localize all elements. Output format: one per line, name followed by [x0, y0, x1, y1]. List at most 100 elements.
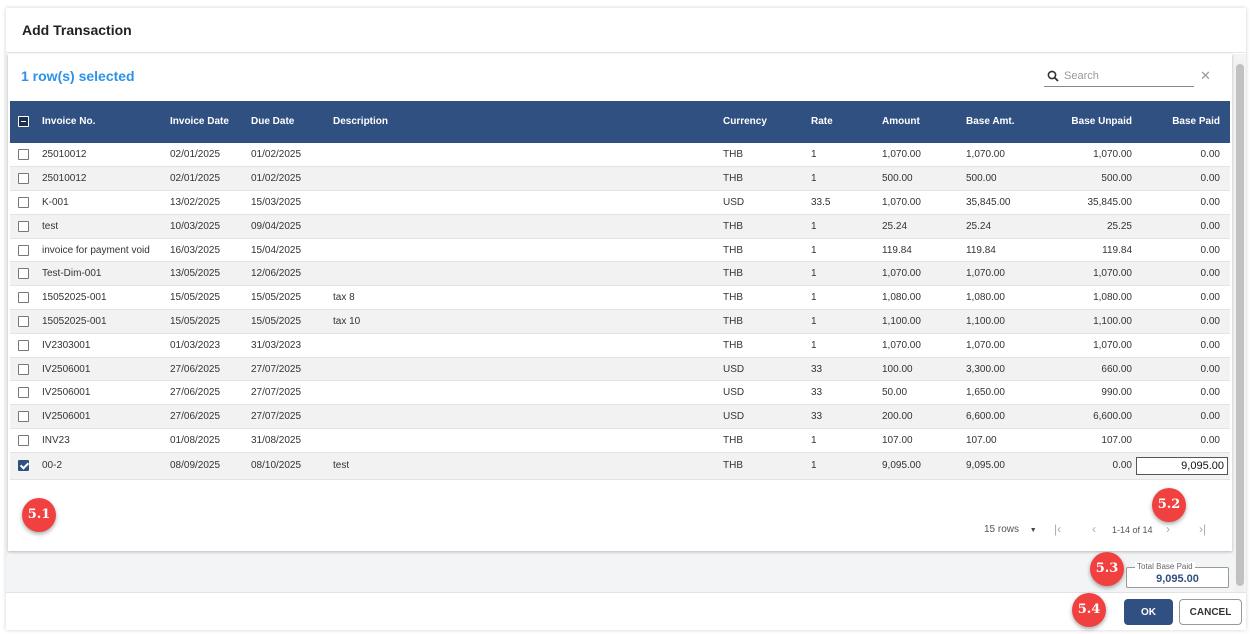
table-row[interactable]: INV23 01/08/2025 31/08/2025 THB 1 107.00 107.0…	[10, 429, 1230, 453]
table-row[interactable]: 00-2 08/09/2025 08/10/2025 test THB 1 9,095.00…	[10, 452, 1230, 480]
cell-base-unpaid: 25.25	[1106, 220, 1132, 232]
column-header[interactable]: Due Date	[251, 116, 295, 127]
column-header[interactable]: Amount	[882, 116, 920, 127]
table-row[interactable]: IV2303001 01/03/2023 31/03/2023 THB 1 1,070.0…	[10, 333, 1230, 358]
row-checkbox[interactable]	[18, 339, 29, 351]
row-checkbox[interactable]	[18, 411, 29, 423]
table-row[interactable]: Test-Dim-001 13/05/2025 12/06/2025 THB 1 1,07…	[10, 261, 1230, 286]
cell-description: tax 10	[333, 315, 361, 327]
last-page-icon[interactable]: ›|	[1199, 522, 1207, 536]
row-checkbox[interactable]	[18, 460, 29, 472]
next-page-icon[interactable]: ›	[1166, 522, 1170, 536]
table-row[interactable]: test 10/03/2025 09/04/2025 THB 1 25.24 25.24 25…	[10, 214, 1230, 239]
cell-description	[331, 238, 721, 262]
table-row[interactable]: 25010012 02/01/2025 01/02/2025 THB 1 1,070.00…	[10, 143, 1230, 167]
ok-button[interactable]: OK	[1124, 599, 1173, 625]
total-base-paid-label: Total Base Paid	[1135, 562, 1195, 571]
cell-base-amt: 1,650.00	[966, 387, 1005, 399]
cell-due-date: 08/10/2025	[251, 460, 302, 472]
step-badge: 5.1	[22, 498, 56, 532]
table-row[interactable]: invoice for payment void 16/03/2025 15/04/…	[10, 238, 1230, 262]
table-row[interactable]: IV2506001 27/06/2025 27/07/2025 USD 33 200.00…	[10, 404, 1230, 429]
cell-description	[331, 333, 721, 357]
column-header[interactable]: Base Unpaid	[1071, 116, 1132, 127]
row-checkbox[interactable]	[18, 387, 29, 399]
rows-per-page-select[interactable]: 15 rows ▼	[984, 524, 1037, 535]
row-checkbox[interactable]	[18, 220, 29, 232]
column-header[interactable]: Base Amt.	[966, 116, 1015, 127]
column-header[interactable]: Description	[333, 116, 389, 127]
cell-invoice-no: 25010012	[42, 149, 87, 161]
table-row[interactable]: 15052025-001 15/05/2025 15/05/2025 tax 10 TH…	[10, 309, 1230, 334]
select-all-checkbox[interactable]	[18, 115, 29, 127]
cancel-button[interactable]: CANCEL	[1179, 599, 1242, 625]
cell-base-paid[interactable]	[1134, 452, 1230, 479]
cell-currency: THB	[723, 292, 743, 304]
cell-rate: 1	[811, 220, 817, 232]
cell-currency: THB	[723, 460, 743, 472]
cell-base-amt: 25.24	[966, 220, 992, 232]
close-icon[interactable]: ✕	[1200, 68, 1211, 83]
column-header[interactable]: Currency	[723, 116, 767, 127]
cell-base-paid: 0.00	[1200, 411, 1220, 423]
cell-rate: 1	[811, 315, 817, 327]
column-header[interactable]: Base Paid	[1172, 116, 1220, 127]
cell-currency: THB	[723, 268, 743, 280]
column-header[interactable]: Invoice Date	[170, 116, 229, 127]
scrollbar-thumb[interactable]	[1236, 64, 1244, 586]
cell-base-unpaid: 1,070.00	[1093, 339, 1132, 351]
cell-base-unpaid: 6,600.00	[1093, 411, 1132, 423]
cell-amount: 500.00	[882, 173, 913, 185]
cell-invoice-date: 13/05/2025	[170, 268, 221, 280]
row-checkbox[interactable]	[18, 292, 29, 304]
row-checkbox[interactable]	[18, 149, 29, 161]
cell-due-date: 27/07/2025	[251, 387, 302, 399]
cell-rate: 33	[811, 363, 823, 375]
dialog-body: 1 row(s) selected ✕ Invo	[6, 54, 1246, 592]
cell-base-unpaid: 1,070.00	[1093, 268, 1132, 280]
cell-description	[331, 262, 721, 286]
cell-base-paid: 0.00	[1200, 220, 1220, 232]
table-row[interactable]: 15052025-001 15/05/2025 15/05/2025 tax 8 THB…	[10, 286, 1230, 310]
cell-amount: 1,070.00	[882, 196, 921, 208]
cell-base-unpaid: 119.84	[1102, 244, 1132, 256]
row-checkbox[interactable]	[18, 268, 29, 280]
step-badge: 5.3	[1090, 552, 1124, 586]
row-checkbox[interactable]	[18, 244, 29, 256]
row-checkbox[interactable]	[18, 173, 29, 185]
search-box[interactable]: ✕	[1044, 66, 1211, 87]
transaction-table: Invoice No. Invoice Date Due Date Descri…	[10, 101, 1230, 480]
column-header[interactable]: Invoice No.	[42, 116, 96, 127]
table-row[interactable]: K-001 13/02/2025 15/03/2025 USD 33.5 1,070.00…	[10, 191, 1230, 215]
cell-base-unpaid: 500.00	[1101, 173, 1132, 185]
cell-currency: THB	[723, 434, 743, 446]
row-checkbox[interactable]	[18, 434, 29, 446]
row-checkbox[interactable]	[18, 196, 29, 208]
cell-currency: USD	[723, 387, 745, 399]
cell-invoice-no: 15052025-001	[42, 292, 107, 304]
table-row[interactable]: IV2506001 27/06/2025 27/07/2025 USD 33 100.00…	[10, 357, 1230, 381]
cell-base-paid: 0.00	[1200, 292, 1220, 304]
table-row[interactable]: IV2506001 27/06/2025 27/07/2025 USD 33 50.00 1…	[10, 381, 1230, 405]
column-header[interactable]: Rate	[811, 116, 833, 127]
cell-base-unpaid: 1,080.00	[1093, 292, 1132, 304]
cell-invoice-date: 27/06/2025	[170, 387, 221, 399]
cell-base-amt: 500.00	[966, 173, 997, 185]
cell-base-amt: 119.84	[966, 244, 996, 256]
cell-base-amt: 3,300.00	[966, 363, 1005, 375]
row-checkbox[interactable]	[18, 363, 29, 375]
table-row[interactable]: 25010012 02/01/2025 01/02/2025 THB 1 500.00 50…	[10, 166, 1230, 191]
search-icon	[1047, 70, 1059, 82]
cell-invoice-no: Test-Dim-001	[42, 268, 102, 280]
search-input[interactable]	[1064, 67, 1174, 84]
cell-base-amt: 9,095.00	[966, 460, 1005, 472]
cell-invoice-no: test	[42, 220, 59, 232]
row-checkbox[interactable]	[18, 315, 29, 327]
base-paid-input[interactable]	[1136, 456, 1228, 475]
first-page-icon[interactable]: |‹	[1054, 522, 1062, 536]
step-badge: 5.2	[1152, 488, 1186, 522]
prev-page-icon[interactable]: ‹	[1092, 522, 1096, 536]
cell-currency: THB	[723, 339, 743, 351]
cell-base-paid: 0.00	[1200, 363, 1220, 375]
cell-currency: THB	[723, 173, 743, 185]
